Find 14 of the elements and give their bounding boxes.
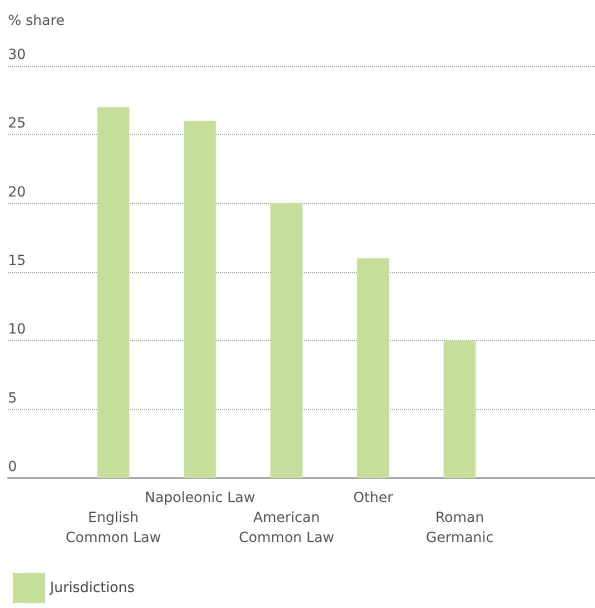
y-axis-title: % share xyxy=(8,13,65,29)
x-tick-label: English Common Law xyxy=(66,510,161,546)
y-tick-label: 5 xyxy=(8,390,17,406)
legend-label: Jurisdictions xyxy=(49,580,135,596)
x-tick-label: American Common Law xyxy=(238,510,334,546)
x-tick-label: Roman Germanic xyxy=(426,510,494,546)
x-tick-label: Napoleonic Law xyxy=(144,490,256,506)
x-tick-label: Other xyxy=(353,490,394,506)
y-tick-label: 10 xyxy=(8,322,26,338)
y-tick-label: 25 xyxy=(8,116,26,132)
y-tick-label: 15 xyxy=(8,253,26,269)
y-tick-label: 0 xyxy=(8,459,17,475)
y-tick-label: 20 xyxy=(8,184,26,200)
y-tick-label: 30 xyxy=(8,47,26,63)
